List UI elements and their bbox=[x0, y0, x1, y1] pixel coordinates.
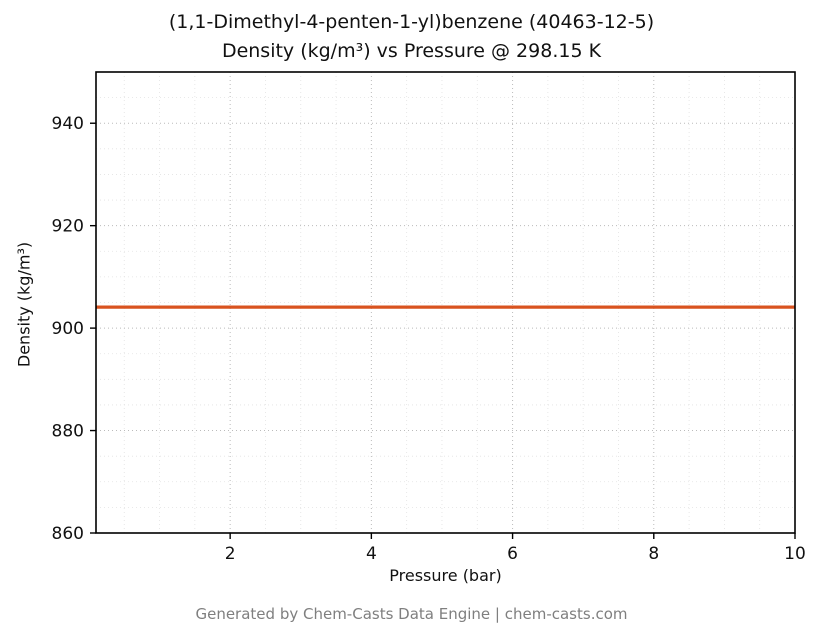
x-tick-label: 8 bbox=[648, 544, 659, 564]
chart-title-line1: (1,1-Dimethyl-4-penten-1-yl)benzene (404… bbox=[168, 11, 655, 33]
x-tick-label: 10 bbox=[784, 544, 806, 564]
x-tick-label: 4 bbox=[366, 544, 377, 564]
x-tick-label: 2 bbox=[225, 544, 236, 564]
chart-title-line2: Density (kg/m³) vs Pressure @ 298.15 K bbox=[221, 40, 602, 63]
y-tick-label: 920 bbox=[52, 217, 84, 237]
chart-title: (1,1-Dimethyl-4-penten-1-yl)benzene (404… bbox=[0, 8, 823, 67]
y-axis-label: Density (kg/m³) bbox=[14, 241, 34, 368]
x-axis-label: Pressure (bar) bbox=[389, 566, 502, 585]
y-tick-label: 860 bbox=[52, 524, 84, 544]
footer-attribution: Generated by Chem-Casts Data Engine | ch… bbox=[195, 605, 628, 623]
y-tick-label: 940 bbox=[52, 114, 84, 134]
plot-border bbox=[95, 71, 796, 534]
y-tick-label: 900 bbox=[52, 319, 84, 339]
x-tick-label: 6 bbox=[507, 544, 518, 564]
y-tick-label: 880 bbox=[52, 422, 84, 442]
